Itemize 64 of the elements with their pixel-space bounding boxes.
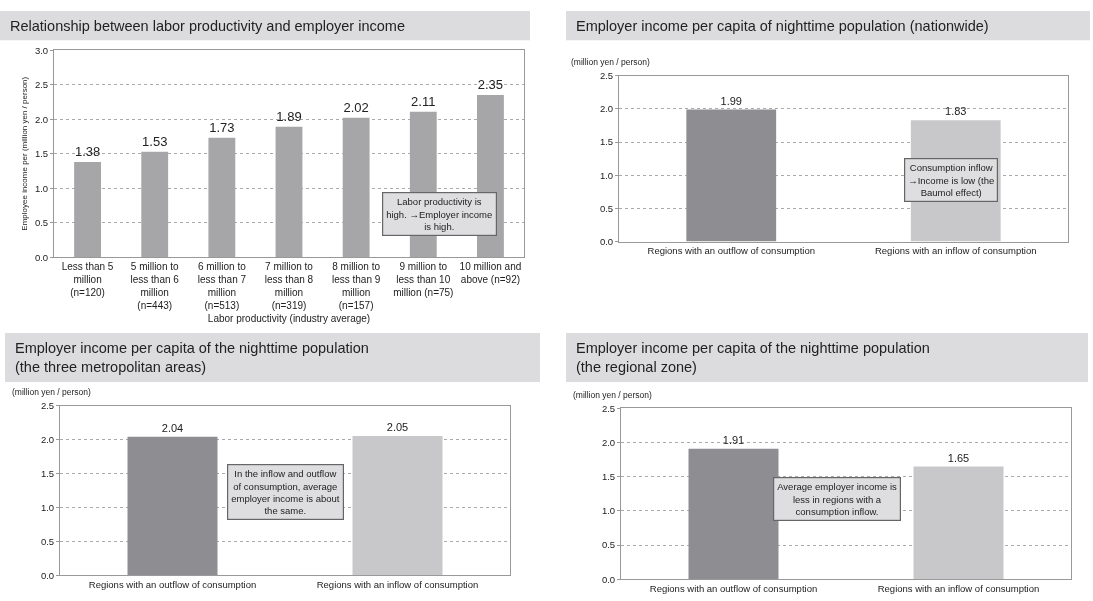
- x-tick-label: Regions with an outflow of consumption: [649, 582, 818, 594]
- y-tick-label: 0.0: [599, 235, 614, 247]
- data-label: 1.65: [947, 451, 970, 464]
- y-tick-label: 0.0: [601, 573, 616, 585]
- data-label: 1.89: [276, 108, 302, 124]
- chart-title: Employer income per capita of the nighttime population (the three metropolitan areas): [15, 340, 369, 375]
- x-tick-label: 10 million and above (n=92): [459, 261, 522, 286]
- y-tick-label: 1.5: [34, 148, 49, 160]
- y-axis-title: (million yen / person): [573, 390, 653, 400]
- data-label: 2.02: [343, 99, 369, 115]
- data-label: 1.38: [74, 144, 101, 160]
- y-tick-label: 1.0: [601, 505, 616, 517]
- annotation: Consumption inflow →Income is low (the Baumol effect): [908, 162, 995, 198]
- data-label: 1.53: [142, 133, 168, 149]
- data-label: 2.11: [411, 93, 436, 109]
- y-tick-label: 0.5: [40, 535, 55, 547]
- y-tick-label: 0.5: [599, 202, 614, 214]
- y-tick-label: 1.5: [599, 136, 614, 148]
- y-tick-label: 2.5: [601, 402, 616, 414]
- x-tick-label: 7 million to less than 8 million (n=319): [264, 261, 314, 312]
- y-tick-label: 1.5: [40, 467, 55, 479]
- chart-title: Employer income per capita of the nighttime population (the regional zone): [576, 340, 930, 375]
- y-tick-label: 0.0: [40, 569, 55, 581]
- y-tick-label: 2.0: [601, 436, 616, 448]
- x-tick-label: 9 million to less than 10 million (n=75): [393, 261, 454, 299]
- data-label: 2.35: [477, 77, 504, 93]
- y-tick-label: 2.0: [599, 103, 614, 115]
- data-label: 2.04: [161, 421, 184, 434]
- y-tick-label: 0.5: [34, 217, 49, 229]
- chart-title: Employer income per capita of nighttime population (nationwide): [576, 18, 989, 34]
- y-tick-label: 0.5: [601, 539, 616, 551]
- x-tick-label: Regions with an outflow of consumption: [647, 245, 815, 257]
- annotation: In the inflow and outflow of consumption, average employer income is about the same.: [231, 468, 340, 517]
- x-tick-label: 5 million to less than 6 million (n=443): [130, 261, 180, 312]
- x-tick-label: Regions with an outflow of consumption: [88, 578, 257, 590]
- y-tick-label: 1.5: [601, 471, 616, 483]
- y-axis-title: Employee income per (million yen / person): [19, 76, 29, 231]
- y-tick-label: 2.5: [599, 70, 614, 82]
- y-tick-label: 3.0: [34, 44, 49, 56]
- x-tick-label: 6 million to less than 7 million (n=513): [197, 261, 247, 312]
- y-tick-label: 2.0: [34, 113, 49, 125]
- chart-title: Relationship between labor productivity and employer income: [10, 18, 405, 34]
- y-tick-label: 2.5: [40, 399, 55, 411]
- annotation: Labor productivity is high. →Employer income is high.: [386, 196, 493, 232]
- data-label: 1.83: [945, 105, 967, 118]
- x-tick-label: Regions with an inflow of consumption: [877, 582, 1040, 594]
- data-label: 2.05: [386, 421, 409, 434]
- x-tick-label: 8 million to less than 9 million (n=157): [331, 261, 381, 312]
- annotation: Average employer income is less in regions with a consumption inflow.: [777, 481, 898, 517]
- y-axis-title: (million yen / person): [12, 387, 92, 397]
- y-tick-label: 1.0: [40, 501, 55, 513]
- data-label: 1.91: [722, 433, 745, 446]
- y-tick-label: 0.0: [34, 251, 49, 263]
- y-tick-label: 2.0: [40, 433, 55, 445]
- data-label: 1.73: [209, 119, 235, 135]
- data-label: 1.99: [720, 94, 742, 107]
- y-tick-label: 1.0: [599, 169, 614, 181]
- y-axis-title: (million yen / person): [571, 57, 651, 67]
- y-tick-label: 2.5: [34, 79, 49, 91]
- x-tick-label: Regions with an inflow of consumption: [874, 245, 1037, 257]
- y-tick-label: 1.0: [34, 182, 49, 194]
- x-tick-label: Regions with an inflow of consumption: [316, 578, 479, 590]
- x-axis-title: Labor productivity (industry average): [207, 312, 371, 324]
- x-tick-label: Less than 5 million (n=120): [61, 261, 114, 299]
